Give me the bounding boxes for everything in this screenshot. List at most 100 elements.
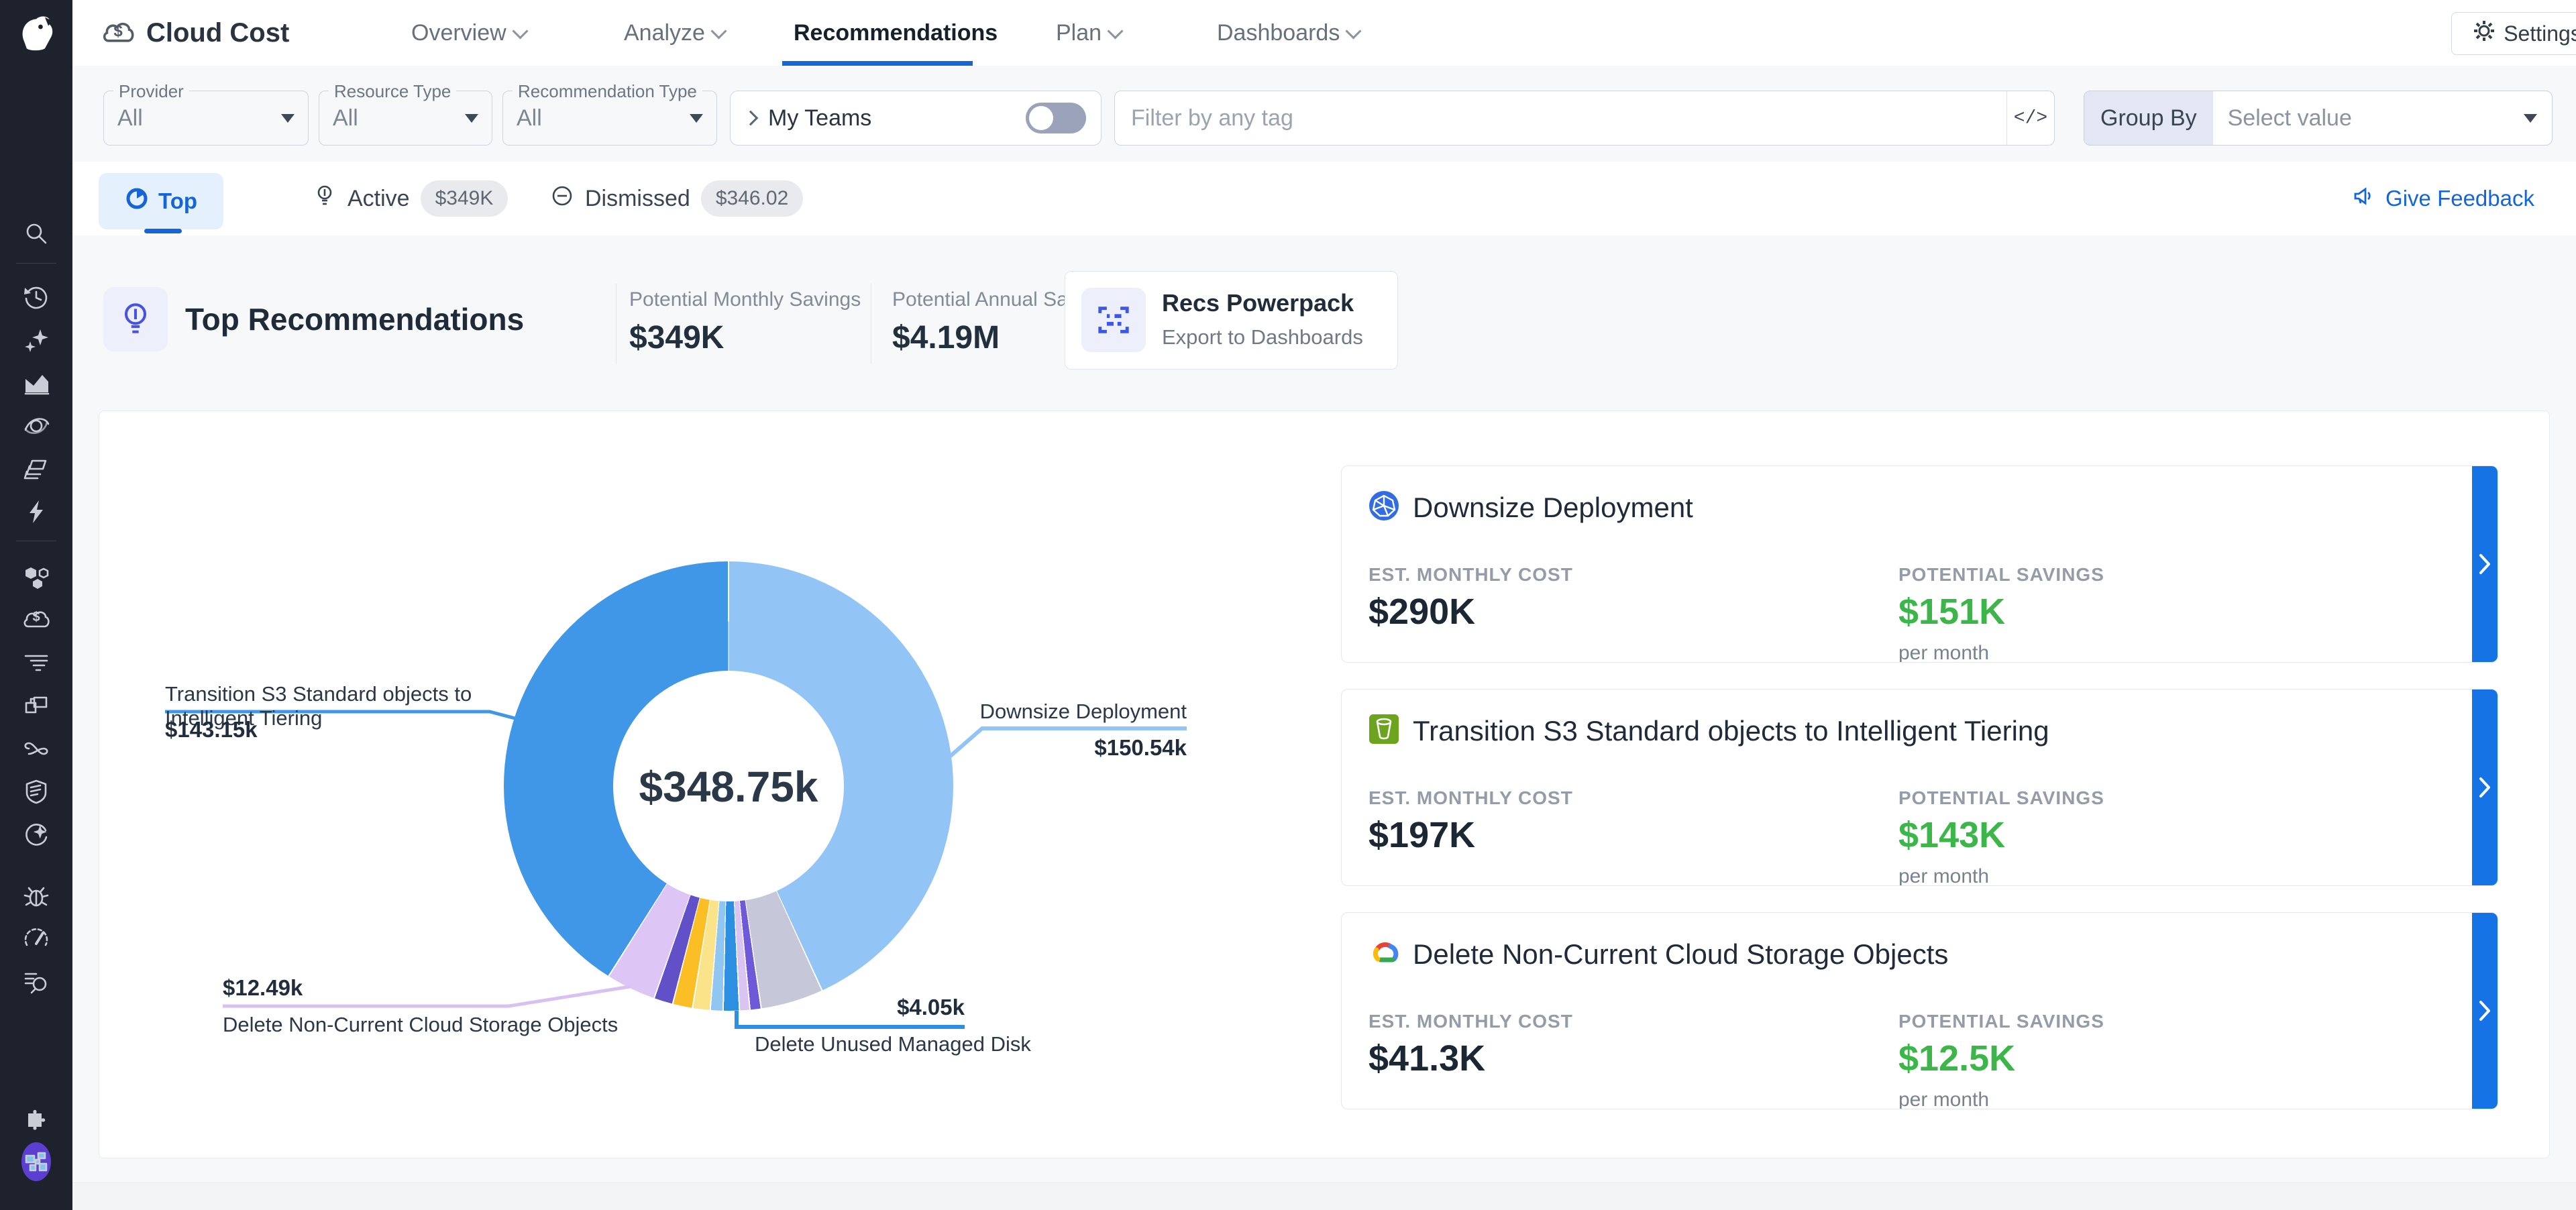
app-windows-icon[interactable]: [21, 691, 51, 720]
watchdog-eye-icon[interactable]: [21, 411, 51, 441]
cost-value: $290K: [1368, 592, 1476, 632]
copilot-sparkles-icon[interactable]: [21, 325, 51, 355]
tab-active[interactable]: Active $349K: [313, 162, 508, 235]
summary-band: Top Recommendations Potential Monthly Sa…: [72, 235, 2576, 410]
callout-delete-disk-title: Delete Unused Managed Disk: [755, 1032, 1031, 1056]
nav-item-recommendations[interactable]: Recommendations: [794, 19, 998, 46]
page-title: Top Recommendations: [185, 302, 525, 337]
layers-icon[interactable]: [21, 454, 51, 484]
active-nav-underline: [782, 61, 973, 66]
ci-infinity-icon[interactable]: [21, 734, 51, 763]
s3-icon: [1368, 714, 1399, 748]
savings-donut-chart: $348.75k Transition S3 Standard objects …: [99, 411, 1340, 1159]
lightbulb-badge-icon: [103, 287, 168, 351]
callout-delete-storage-title: Delete Non-Current Cloud Storage Objects: [223, 1013, 619, 1036]
chevron-right-icon: [2479, 1001, 2490, 1021]
cloud-cost-product-icon: $: [101, 15, 136, 50]
lightbulb-icon: [313, 184, 337, 214]
nav-item-overview[interactable]: Overview: [411, 0, 529, 66]
recs-powerpack-card[interactable]: Recs Powerpack Export to Dashboards: [1065, 271, 1398, 370]
savings-value: $12.5K: [1898, 1038, 2016, 1079]
bolt-icon[interactable]: [21, 497, 51, 527]
rec-card-downsize-deployment[interactable]: Downsize Deployment EST. MONTHLY COST $2…: [1341, 465, 2498, 663]
callout-downsize-value: $150.54k: [1094, 735, 1187, 760]
tab-dismissed[interactable]: Dismissed $346.02: [550, 162, 804, 235]
callout-downsize-title: Downsize Deployment: [979, 700, 1187, 723]
leader-lines: [165, 710, 1187, 1029]
callout-transition-value: $143.15k: [165, 717, 258, 742]
monthly-savings-value: $349K: [629, 320, 724, 355]
tag-filter-box: </>: [1114, 91, 2055, 146]
datadog-logo[interactable]: [0, 0, 72, 66]
code-editor-toggle[interactable]: </>: [2006, 91, 2054, 145]
gauge-icon[interactable]: [21, 924, 51, 953]
compliance-check-icon[interactable]: [21, 820, 51, 849]
give-feedback-link[interactable]: Give Feedback: [2352, 162, 2534, 235]
chevron-down-icon: [710, 22, 727, 40]
callout-delete-storage-value: $12.49k: [223, 975, 303, 1000]
recommendation-cards: Downsize Deployment EST. MONTHLY COST $2…: [1341, 465, 2498, 1136]
log-search-icon[interactable]: [21, 967, 51, 996]
donut[interactable]: [504, 561, 953, 1011]
cost-value: $41.3K: [1368, 1038, 1486, 1079]
chevron-down-icon: [1345, 22, 1362, 40]
group-by-select[interactable]: Select value: [2213, 91, 2552, 145]
history-icon[interactable]: [21, 282, 51, 312]
puzzle-icon[interactable]: [21, 1104, 51, 1134]
open-recommendation-button[interactable]: [2472, 466, 2498, 662]
content-area: $348.75k Transition S3 Standard objects …: [72, 410, 2576, 1210]
savings-value: $143K: [1898, 815, 2006, 855]
active-tab-underline: [144, 229, 182, 233]
workspace-avatar[interactable]: [21, 1142, 51, 1181]
callout-delete-disk-value: $4.05k: [897, 995, 965, 1020]
rec-card-transition-s3[interactable]: Transition S3 Standard objects to Intell…: [1341, 689, 2498, 886]
tag-filter-input[interactable]: [1115, 91, 2006, 145]
search-icon[interactable]: [21, 219, 51, 248]
product-home[interactable]: $ Cloud Cost: [101, 0, 289, 66]
savings-period: per month: [1898, 865, 1990, 886]
security-shield-icon[interactable]: [21, 777, 51, 806]
powerpack-title: Recs Powerpack: [1162, 289, 1354, 317]
google-cloud-icon: [1368, 937, 1399, 971]
cloud-cost-icon[interactable]: $: [21, 605, 51, 635]
nav-item-plan[interactable]: Plan: [1056, 0, 1124, 66]
code-icon: </>: [2013, 107, 2048, 129]
recommendation-tabs: Top Active $349K Dismissed $346.02 Give …: [72, 162, 2576, 236]
open-recommendation-button[interactable]: [2472, 690, 2498, 885]
group-by-label: Group By: [2084, 91, 2213, 145]
donut-total: $348.75k: [639, 763, 818, 811]
log-lines-icon[interactable]: [21, 648, 51, 677]
settings-button[interactable]: Settings: [2451, 12, 2576, 55]
nav-item-analyze[interactable]: Analyze: [624, 0, 727, 66]
nav-item-dashboards[interactable]: Dashboards: [1217, 0, 1362, 66]
provider-select[interactable]: Provider All: [103, 81, 309, 146]
chevron-right-icon: [2479, 777, 2490, 798]
my-teams-toggle[interactable]: [1026, 103, 1086, 133]
dismissed-savings-badge: $346.02: [700, 180, 804, 217]
open-recommendation-button[interactable]: [2472, 913, 2498, 1109]
rec-card-delete-cloud-storage[interactable]: Delete Non-Current Cloud Storage Objects…: [1341, 912, 2498, 1109]
donut-hole: [613, 671, 844, 901]
savings-label: POTENTIAL SAVINGS: [1898, 1011, 2104, 1032]
dollar-glyph: $: [32, 610, 40, 624]
monthly-savings-label: Potential Monthly Savings: [629, 288, 861, 311]
tab-top[interactable]: Top: [99, 173, 223, 229]
caret-down-icon: [690, 113, 703, 123]
chevron-right-icon: [743, 110, 759, 126]
my-teams-filter[interactable]: My Teams: [730, 91, 1102, 146]
savings-period: per month: [1898, 642, 1990, 663]
resource-type-select[interactable]: Resource Type All: [319, 81, 492, 146]
group-by-control: Group By Select value: [2084, 91, 2553, 146]
hexagons-icon[interactable]: [21, 562, 51, 592]
rec-card-title: Downsize Deployment: [1413, 491, 1693, 523]
metrics-chart-icon[interactable]: [21, 368, 51, 398]
chevron-down-icon: [1107, 22, 1124, 40]
savings-label: POTENTIAL SAVINGS: [1898, 787, 2104, 808]
caret-down-icon: [281, 113, 294, 123]
cost-label: EST. MONTHLY COST: [1368, 787, 1573, 808]
bug-icon[interactable]: [21, 881, 51, 910]
recommendation-type-select[interactable]: Recommendation Type All: [502, 81, 717, 146]
top-nav: $ Cloud Cost Overview Analyze Recommenda…: [72, 0, 2576, 66]
filter-bar: Provider All Resource Type All Recommend…: [72, 66, 2576, 162]
